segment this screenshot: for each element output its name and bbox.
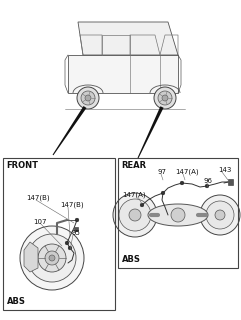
Text: ABS: ABS	[7, 298, 26, 307]
Circle shape	[215, 210, 225, 220]
Text: 95: 95	[72, 230, 81, 236]
Ellipse shape	[148, 204, 208, 226]
Circle shape	[85, 95, 91, 101]
Text: REAR: REAR	[121, 161, 146, 170]
Circle shape	[49, 255, 55, 261]
Circle shape	[171, 208, 185, 222]
Polygon shape	[136, 106, 164, 159]
Circle shape	[200, 195, 240, 235]
Circle shape	[38, 244, 66, 272]
Circle shape	[140, 203, 144, 207]
Polygon shape	[24, 242, 38, 272]
Circle shape	[161, 191, 165, 195]
Circle shape	[119, 199, 151, 231]
Polygon shape	[78, 22, 178, 55]
Circle shape	[77, 87, 99, 109]
Circle shape	[158, 91, 172, 105]
Circle shape	[65, 241, 69, 245]
Circle shape	[45, 251, 59, 265]
Text: 107: 107	[33, 219, 47, 225]
Circle shape	[113, 193, 157, 237]
Text: 143: 143	[218, 167, 231, 173]
Text: 147(A): 147(A)	[175, 169, 199, 175]
Circle shape	[20, 226, 84, 290]
Bar	[68, 55, 178, 93]
Polygon shape	[228, 179, 233, 185]
Circle shape	[206, 201, 234, 229]
Bar	[118, 158, 238, 268]
Polygon shape	[51, 106, 87, 156]
Text: FRONT: FRONT	[6, 161, 38, 170]
Bar	[3, 158, 115, 310]
Text: 147(A): 147(A)	[122, 192, 146, 198]
Polygon shape	[74, 227, 78, 231]
Text: ABS: ABS	[122, 255, 141, 265]
Text: 147(B): 147(B)	[60, 202, 84, 208]
Circle shape	[154, 87, 176, 109]
Circle shape	[129, 209, 141, 221]
Text: 147(B): 147(B)	[26, 195, 50, 201]
Text: 97: 97	[158, 169, 167, 175]
Circle shape	[162, 95, 168, 101]
Text: 96: 96	[204, 178, 213, 184]
Circle shape	[28, 234, 76, 282]
Circle shape	[81, 91, 95, 105]
Circle shape	[180, 181, 184, 185]
Circle shape	[68, 246, 72, 250]
Circle shape	[75, 218, 79, 222]
Circle shape	[205, 184, 209, 188]
